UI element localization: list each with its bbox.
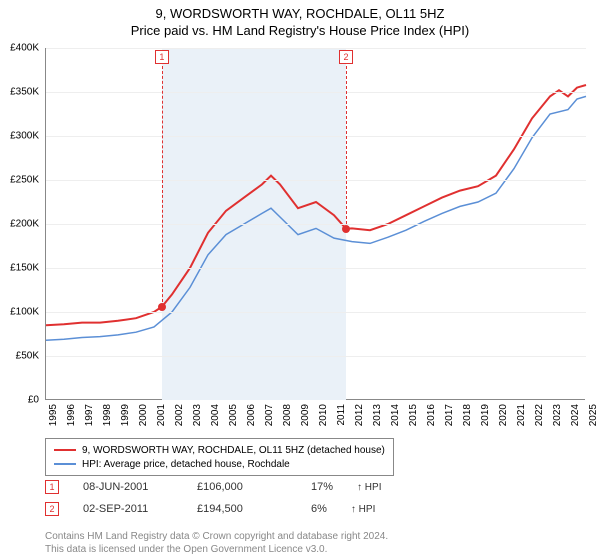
x-axis-label: 2024: [570, 404, 581, 426]
x-axis-label: 2011: [336, 404, 347, 426]
x-axis-label: 2021: [516, 404, 527, 426]
sale-marker-icon: 1: [45, 480, 59, 494]
chart-subtitle: Price paid vs. HM Land Registry's House …: [0, 21, 600, 38]
x-axis-label: 2006: [246, 404, 257, 426]
x-axis-label: 2005: [228, 404, 239, 426]
x-axis-label: 2002: [174, 404, 185, 426]
x-axis-label: 2025: [588, 404, 599, 426]
y-axis-label: £0: [28, 395, 39, 406]
sale-pct: 6%: [311, 503, 327, 515]
legend-label: 9, WORDSWORTH WAY, ROCHDALE, OL11 5HZ (d…: [82, 445, 385, 456]
x-axis-label: 1996: [66, 404, 77, 426]
x-axis-label: 1995: [48, 404, 59, 426]
sale-rel-hpi: ↑ HPI: [357, 482, 381, 493]
x-axis-label: 1997: [84, 404, 95, 426]
x-axis-label: 2020: [498, 404, 509, 426]
x-axis-label: 2000: [138, 404, 149, 426]
y-axis-label: £200K: [10, 219, 39, 230]
legend-item-hpi: HPI: Average price, detached house, Roch…: [54, 457, 385, 471]
x-axis-label: 2008: [282, 404, 293, 426]
sale-row-1: 1 08-JUN-2001 £106,000 17% ↑ HPI: [45, 480, 381, 494]
sale-price: £106,000: [197, 481, 287, 493]
y-axis-label: £150K: [10, 263, 39, 274]
plot: 12: [45, 48, 585, 400]
y-axis-label: £400K: [10, 43, 39, 54]
x-axis-label: 2009: [300, 404, 311, 426]
legend-swatch: [54, 463, 76, 465]
y-axis-label: £300K: [10, 131, 39, 142]
x-axis-label: 2003: [192, 404, 203, 426]
legend-item-price-paid: 9, WORDSWORTH WAY, ROCHDALE, OL11 5HZ (d…: [54, 443, 385, 457]
sale-price: £194,500: [197, 503, 287, 515]
x-axis-label: 2015: [408, 404, 419, 426]
x-axis-label: 2010: [318, 404, 329, 426]
sale-marker-dot: [158, 303, 166, 311]
x-axis-label: 2016: [426, 404, 437, 426]
sale-marker-dot: [342, 225, 350, 233]
x-axis-label: 2014: [390, 404, 401, 426]
chart-title: 9, WORDSWORTH WAY, ROCHDALE, OL11 5HZ: [0, 0, 600, 21]
sale-marker-flag: 1: [155, 50, 169, 64]
sale-row-2: 2 02-SEP-2011 £194,500 6% ↑ HPI: [45, 502, 375, 516]
footer-line: Contains HM Land Registry data © Crown c…: [45, 531, 388, 544]
chart-container: 9, WORDSWORTH WAY, ROCHDALE, OL11 5HZ Pr…: [0, 0, 600, 560]
y-axis-label: £100K: [10, 307, 39, 318]
x-axis-label: 2012: [354, 404, 365, 426]
y-axis-label: £350K: [10, 87, 39, 98]
x-axis-label: 2017: [444, 404, 455, 426]
x-axis-label: 2018: [462, 404, 473, 426]
sale-date: 02-SEP-2011: [83, 503, 173, 515]
y-axis-label: £50K: [16, 351, 39, 362]
sale-date: 08-JUN-2001: [83, 481, 173, 493]
sale-marker-icon: 2: [45, 502, 59, 516]
x-axis-label: 2004: [210, 404, 221, 426]
x-axis-label: 2007: [264, 404, 275, 426]
sale-rel-hpi: ↑ HPI: [351, 504, 375, 515]
chart-area: 12 £0£50K£100K£150K£200K£250K£300K£350K£…: [45, 48, 585, 400]
y-axis-label: £250K: [10, 175, 39, 186]
legend-label: HPI: Average price, detached house, Roch…: [82, 459, 290, 470]
x-axis-label: 1999: [120, 404, 131, 426]
sale-pct: 17%: [311, 481, 333, 493]
x-axis-label: 2022: [534, 404, 545, 426]
legend: 9, WORDSWORTH WAY, ROCHDALE, OL11 5HZ (d…: [45, 438, 394, 476]
legend-swatch: [54, 449, 76, 451]
x-axis-label: 2013: [372, 404, 383, 426]
sale-marker-flag: 2: [339, 50, 353, 64]
footer: Contains HM Land Registry data © Crown c…: [45, 531, 388, 556]
x-axis-label: 2019: [480, 404, 491, 426]
x-axis-label: 2001: [156, 404, 167, 426]
x-axis-label: 1998: [102, 404, 113, 426]
x-axis-label: 2023: [552, 404, 563, 426]
footer-line: This data is licensed under the Open Gov…: [45, 544, 388, 557]
